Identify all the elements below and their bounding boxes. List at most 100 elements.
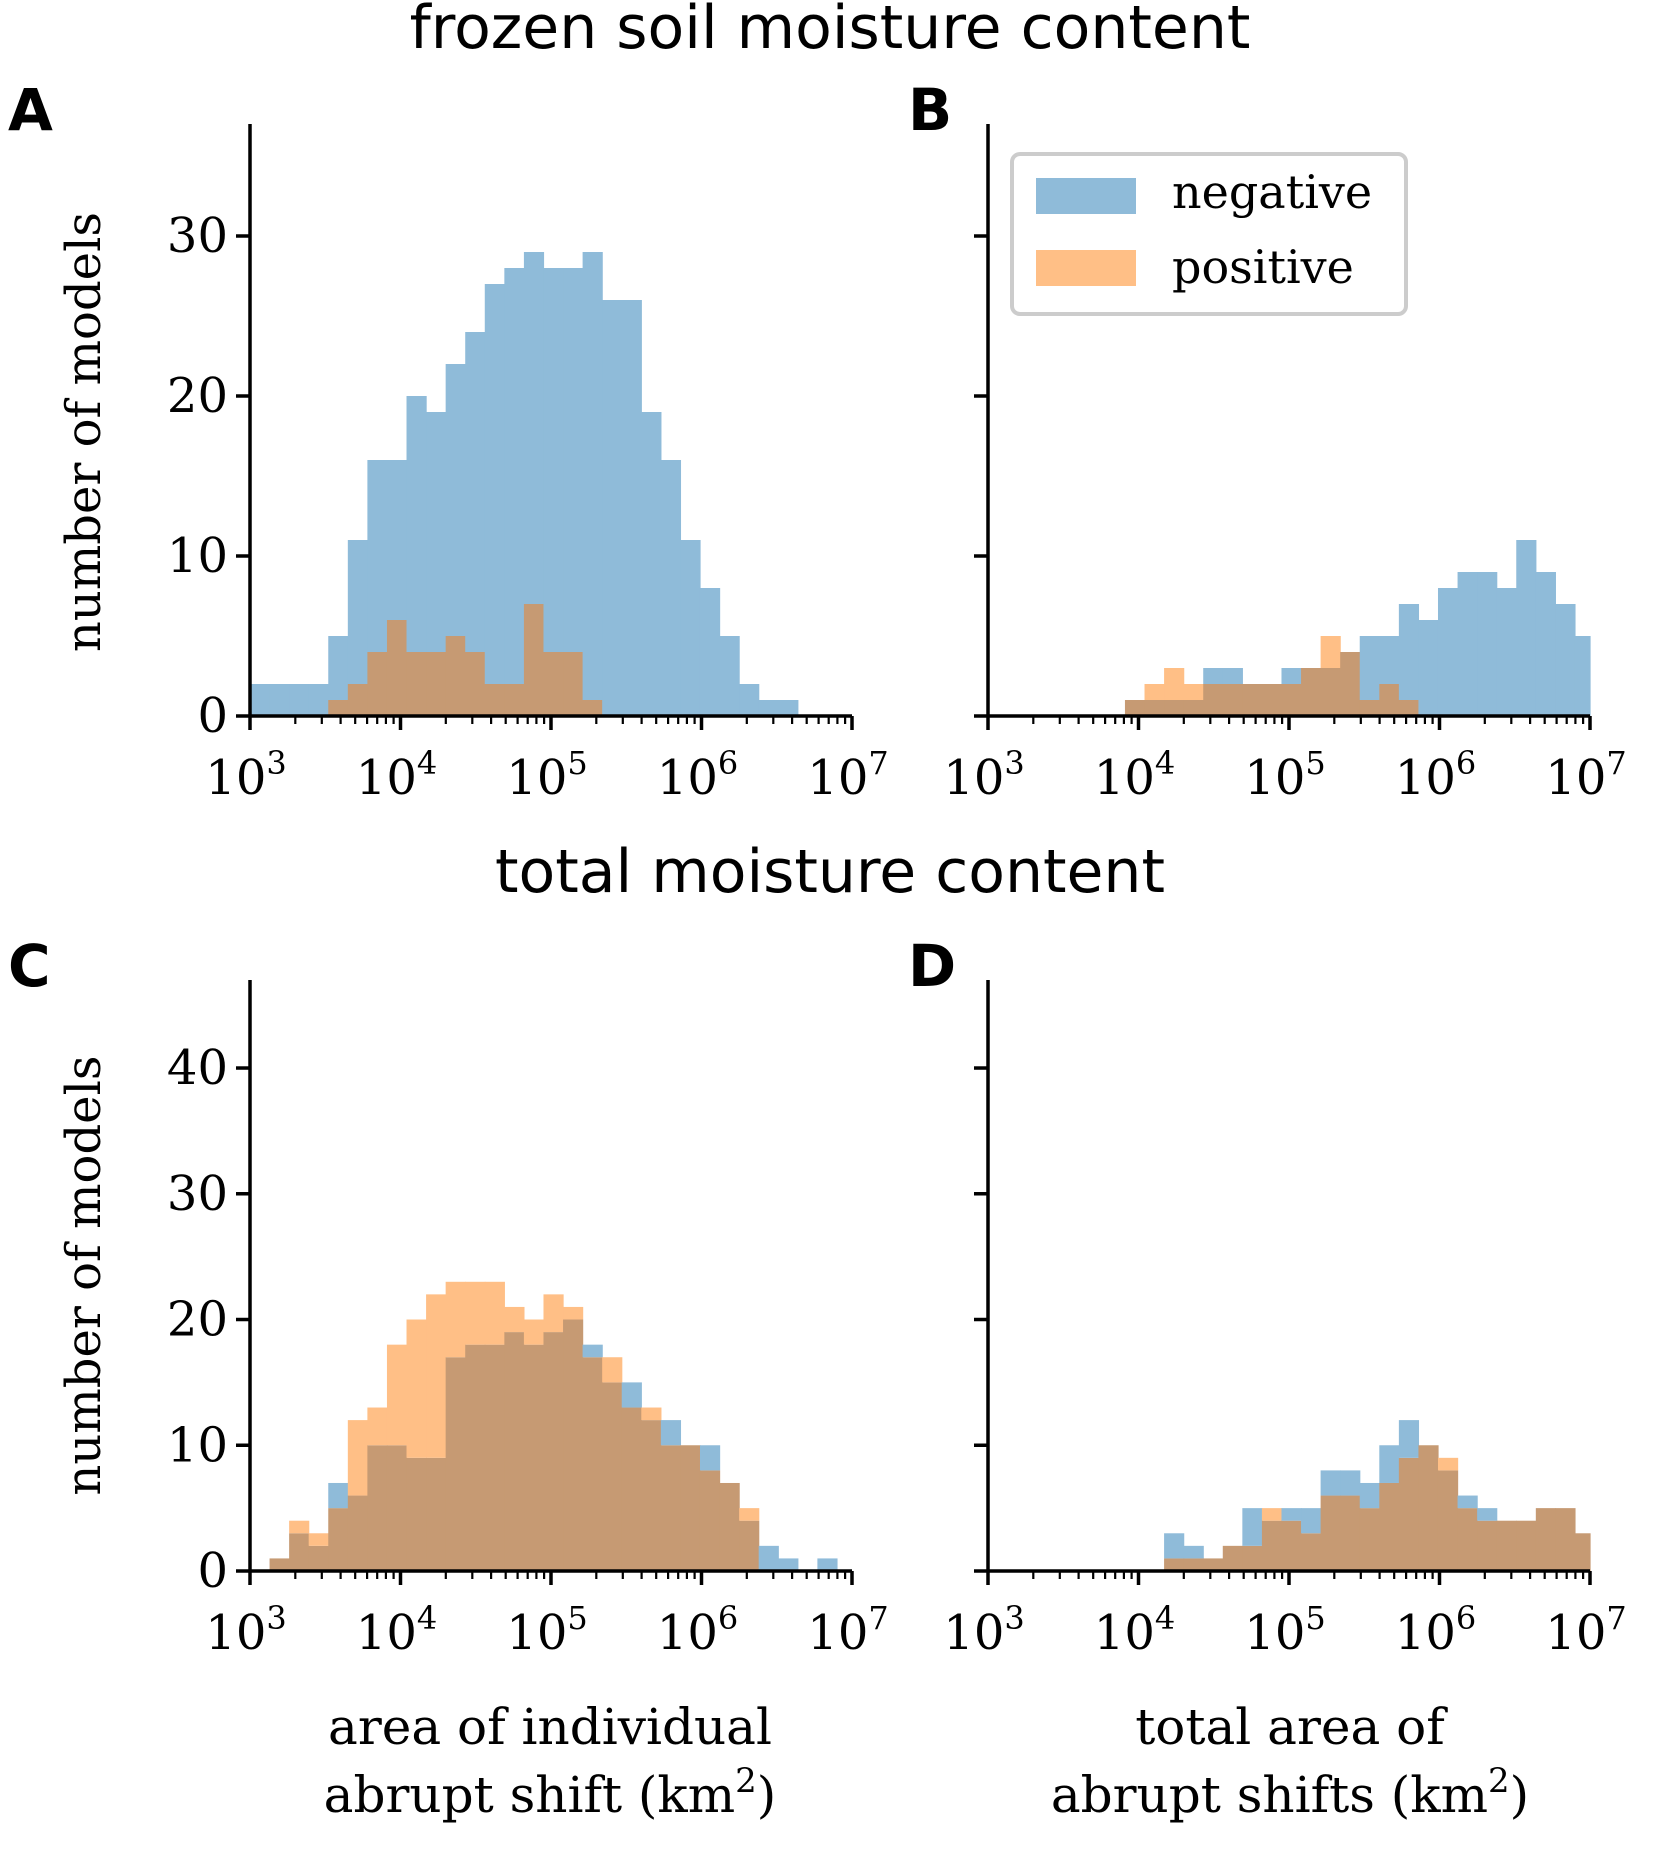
bar-positive [308,1533,329,1546]
bar-positive [543,1294,564,1333]
bar-overlap [269,1558,290,1571]
legend-swatch-positive [1036,250,1136,286]
panel-b: B 103 104 105 106 107 [908,76,1627,806]
bar-overlap [406,1457,427,1571]
bar-positive [289,1520,310,1534]
bar-positive [641,1407,662,1421]
bar-overlap [308,1545,329,1571]
bar-negative [621,1382,642,1408]
bar-negative [1183,1545,1204,1559]
bar-negative [758,1545,779,1571]
bar-overlap [347,684,368,716]
bars-c [269,1281,838,1571]
bar-negative [1457,572,1478,716]
x-tick-label: 105 [1244,744,1325,806]
panel-c: C 0 10 20 30 40 103 104 105 106 107 number of model… [8,932,889,1661]
bar-overlap [1261,684,1283,716]
panel-letter-b: B [908,76,952,144]
bar-overlap [484,1344,505,1571]
bar-negative [1359,1482,1380,1509]
bar-overlap [523,604,545,716]
bar-overlap [445,1357,466,1571]
bar-overlap [1379,684,1400,716]
bar-negative [504,268,525,684]
bar-negative [1398,604,1420,700]
panel-letter-a: A [8,76,53,144]
y-tick-label: 20 [167,368,228,424]
bar-overlap [1359,700,1380,716]
bar-overlap [719,1482,740,1571]
bars-a [250,252,799,716]
bar-negative [445,364,466,636]
bar-negative [1457,1495,1478,1509]
bar-overlap [1379,1482,1400,1571]
x-axis-label-left-line1: area of individual [328,1698,772,1756]
bar-positive [1261,1508,1283,1521]
y-tick-label: 20 [167,1292,228,1348]
bar-negative [1222,668,1243,684]
x-tick-label: 104 [1094,1599,1175,1661]
bar-overlap [1242,684,1263,716]
bar-overlap [1340,652,1361,716]
bar-overlap [1437,1470,1459,1571]
bar-overlap [465,1344,486,1571]
bar-positive [465,1281,486,1345]
bar-negative [465,332,486,652]
bar-positive [445,1281,466,1358]
bar-positive [523,1319,545,1345]
bar-negative [367,460,388,652]
bar-overlap [641,1420,662,1571]
x-axis-label-right-line2: abrupt shifts (km2) [1051,1761,1529,1824]
legend-label-negative: negative [1172,165,1372,219]
bar-overlap [1398,1457,1420,1571]
x-tick-label: 106 [657,1599,738,1661]
bar-overlap [1281,684,1302,716]
bar-overlap [406,652,427,716]
bar-overlap [660,1445,682,1571]
bar-overlap [563,1319,584,1571]
bar-negative [582,252,603,700]
x-tick-label: 107 [807,1599,888,1661]
bar-overlap [1418,1445,1439,1571]
bar-negative [543,268,564,652]
bar-positive [739,1508,760,1521]
x-tick-label: 106 [657,744,738,806]
bar-positive [1144,684,1165,700]
x-axis-label-right: total area of abrupt shifts (km2) [1051,1698,1529,1824]
bar-positive [563,1306,584,1320]
bar-positive [1183,684,1204,700]
bar-positive [1320,636,1341,668]
bar-negative [1555,604,1576,716]
bar-overlap [1301,1533,1322,1571]
bar-overlap [1535,1508,1556,1571]
bar-overlap [445,636,466,716]
bar-negative [1418,620,1439,716]
y-tick-label: 10 [167,1417,228,1473]
bar-overlap [563,652,584,716]
y-tick-label: 0 [197,1543,228,1599]
x-tick-label: 104 [356,1599,437,1661]
x-tick-label: 106 [1395,744,1476,806]
bar-overlap [602,1382,623,1571]
bar-negative [641,412,662,716]
bar-overlap [504,1332,525,1571]
top-title: frozen soil moisture content [410,0,1251,63]
bars-b [1124,540,1591,716]
bar-overlap [328,700,349,716]
bar-overlap [386,1445,408,1571]
x-tick-label: 103 [205,1599,286,1661]
bar-overlap [739,1520,760,1571]
bar-negative [1535,572,1556,716]
x-tick-label: 106 [1395,1599,1476,1661]
x-tick-label: 103 [205,744,286,806]
bar-positive [484,1281,505,1345]
bar-overlap [1183,700,1204,716]
bar-overlap [347,1495,368,1571]
bar-negative [426,412,447,652]
bar-negative [719,636,740,716]
bar-negative [778,700,799,716]
bar-overlap [1301,668,1322,716]
x-tick-label: 107 [807,744,888,806]
bar-negative [1379,636,1400,684]
